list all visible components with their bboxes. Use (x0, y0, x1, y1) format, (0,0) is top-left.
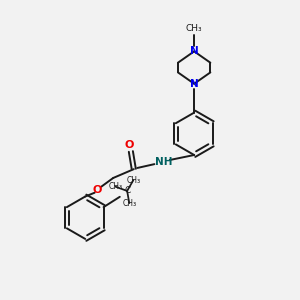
Text: O: O (93, 185, 102, 195)
Text: NH: NH (154, 158, 172, 167)
Text: CH₃: CH₃ (126, 176, 140, 185)
Text: CH₃: CH₃ (122, 199, 136, 208)
Text: CH₃: CH₃ (186, 24, 202, 33)
Text: CH₃: CH₃ (109, 182, 123, 191)
Text: N: N (190, 46, 199, 56)
Text: N: N (190, 79, 199, 89)
Text: C: C (124, 186, 131, 195)
Text: O: O (125, 140, 134, 150)
